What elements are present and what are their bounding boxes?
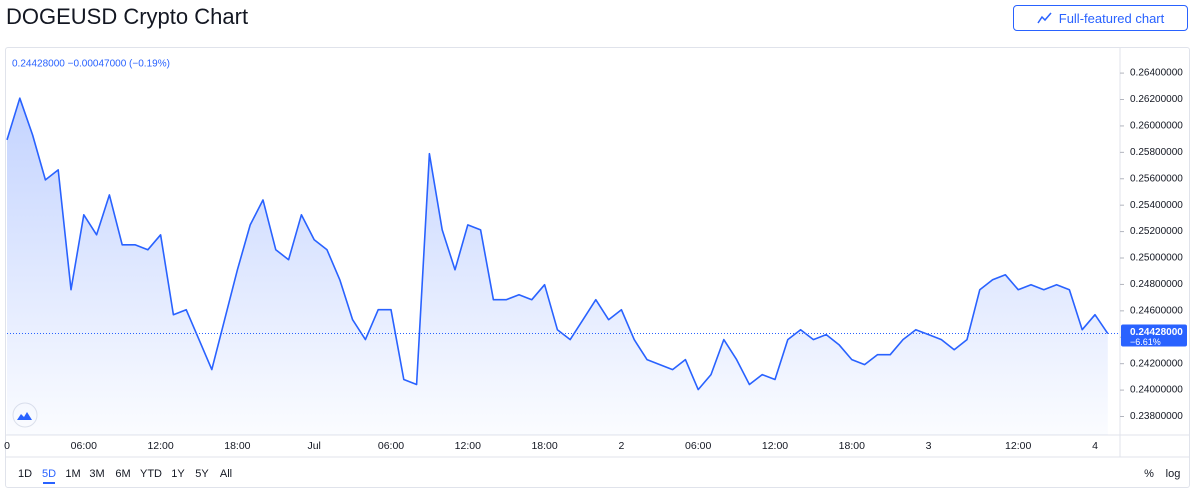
y-tick-label: 0.26000000 (1130, 121, 1183, 132)
y-tick-label: 0.25200000 (1130, 226, 1183, 237)
range-button[interactable]: 3M (89, 468, 104, 480)
x-tick-label: 12:00 (147, 440, 173, 452)
area (7, 98, 1108, 435)
range-button[interactable]: 1D (18, 468, 32, 480)
y-tick-label: 0.24800000 (1130, 279, 1183, 290)
price-marker (1121, 324, 1187, 347)
price-line (6, 97, 1109, 391)
y-tick-label: 0.24200000 (1130, 358, 1183, 369)
x-tick-label: 0 (4, 440, 10, 452)
y-tick-label: 0.26400000 (1130, 68, 1183, 79)
range-button[interactable]: 6M (115, 468, 130, 480)
header-text: 0.24428000 −0.00047000 (−0.19%) (12, 59, 170, 70)
chart-frame (5, 47, 1190, 488)
page-title: DOGEUSD Crypto Chart (6, 4, 249, 29)
x-tick-label: 18:00 (531, 440, 557, 452)
scale-option[interactable]: log (1166, 468, 1181, 480)
range-button[interactable]: 1M (65, 468, 80, 480)
x-tick-label: 4 (1092, 440, 1098, 452)
y-tick-label: 0.25800000 (1130, 147, 1183, 158)
scale-option[interactable]: % (1144, 468, 1154, 480)
icon (1037, 12, 1052, 24)
y-tick-label: 0.24600000 (1130, 305, 1183, 316)
price-marker-label: 0.24428000 (1130, 327, 1183, 338)
x-tick-label: 06:00 (378, 440, 404, 452)
range-button[interactable]: 1Y (171, 468, 185, 480)
y-tick-label: 0.25400000 (1130, 200, 1183, 211)
x-tick-label: 06:00 (71, 440, 97, 452)
x-tick-label: 12:00 (762, 440, 788, 452)
x-tick-label: 18:00 (839, 440, 865, 452)
y-tick-label: 0.24000000 (1130, 385, 1183, 396)
y-tick-label: 0.25000000 (1130, 253, 1183, 264)
x-tick-label: 12:00 (455, 440, 481, 452)
range-button[interactable]: All (220, 468, 232, 480)
full-chart-button[interactable]: Full-featured chart (1013, 5, 1188, 31)
x-tick-label: 3 (926, 440, 932, 452)
y-tick-label: 0.23800000 (1130, 411, 1183, 422)
button-label[interactable]: Full-featured chart (1058, 10, 1165, 26)
y-tick-label: 0.26200000 (1130, 94, 1183, 105)
range-button[interactable]: YTD (140, 468, 162, 480)
range-button[interactable]: 5D (42, 468, 56, 480)
x-tick-label: 06:00 (685, 440, 711, 452)
y-tick-label: 0.25600000 (1130, 173, 1183, 184)
x-tick-label: 18:00 (224, 440, 250, 452)
price-marker-change: −6.61% (1130, 337, 1161, 347)
x-tick-label: 2 (618, 440, 624, 452)
x-tick-label: 12:00 (1005, 440, 1031, 452)
range-button[interactable]: 5Y (195, 468, 209, 480)
x-tick-label: Jul (307, 440, 320, 452)
